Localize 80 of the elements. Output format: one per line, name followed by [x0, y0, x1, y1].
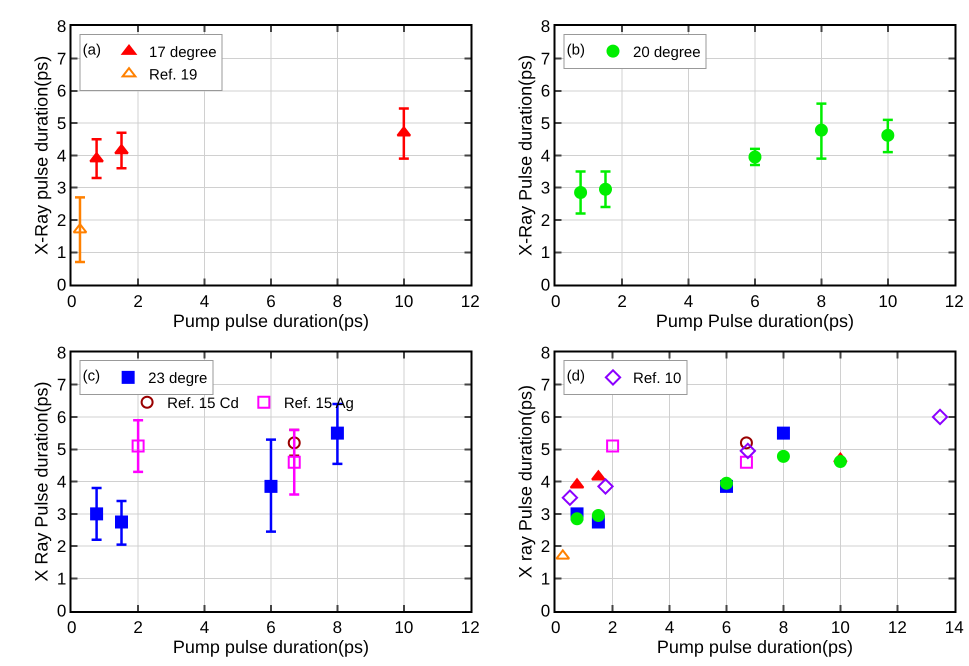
x-tick-label: 12 [460, 618, 480, 638]
x-tick-label: 14 [944, 618, 964, 638]
x-tick-label: 6 [750, 292, 760, 311]
x-tick-label: 2 [608, 618, 618, 638]
y-tick-label: 0 [540, 276, 550, 294]
y-tick-label: 2 [540, 210, 550, 230]
y-tick-label: 1 [56, 243, 66, 262]
legend-label: 23 degre [148, 370, 208, 388]
x-tick-label: 6 [722, 618, 732, 638]
y-tick-label: 4 [540, 472, 550, 492]
x-tick-label: 4 [200, 292, 210, 311]
x-tick-label: 4 [200, 618, 210, 638]
y-tick-label: 0 [56, 276, 66, 294]
y-tick-label: 3 [56, 178, 66, 198]
x-tick-label: 8 [816, 292, 826, 311]
x-axis-title: Pump Pulse duration(ps) [656, 310, 854, 331]
y-tick-label: 1 [540, 243, 550, 262]
y-tick-label: 8 [56, 343, 66, 362]
y-tick-label: 8 [56, 17, 66, 36]
y-tick-label: 3 [56, 504, 66, 524]
x-tick-label: 2 [617, 292, 627, 311]
legend-label: Ref. 15 Cd [167, 395, 239, 412]
x-axis-title: Pump pulse duration(ps) [172, 310, 370, 331]
y-tick-label: 7 [56, 49, 66, 68]
legend-title: (b) [566, 41, 585, 58]
x-axis-title: Pump pulse duration(ps) [656, 637, 854, 658]
x-tick-label: 2 [133, 618, 143, 638]
x-tick-label: 6 [266, 618, 276, 638]
x-tick-label: 4 [684, 292, 694, 311]
y-tick-label: 5 [56, 114, 66, 133]
y-tick-label: 8 [540, 17, 550, 36]
x-tick-label: 10 [394, 292, 414, 311]
y-tick-label: 2 [56, 537, 66, 556]
x-tick-label: 10 [394, 618, 414, 638]
y-tick-label: 4 [56, 472, 66, 492]
y-tick-label: 5 [540, 440, 550, 460]
x-tick-label: 2 [133, 292, 143, 311]
x-tick-label: 8 [332, 618, 342, 638]
y-tick-label: 3 [540, 504, 550, 524]
y-tick-label: 0 [56, 602, 66, 621]
x-tick-label: 6 [266, 292, 276, 311]
legend-label: 20 degree [632, 44, 701, 61]
y-tick-label: 6 [56, 408, 66, 427]
x-axis-title: Pump pulse duration(ps) [172, 637, 370, 658]
y-tick-label: 7 [540, 376, 550, 395]
x-tick-label: 10 [878, 292, 898, 311]
legend-label: Ref. 10 [632, 370, 682, 388]
x-tick-label: 12 [460, 292, 480, 311]
x-tick-label: 8 [778, 618, 788, 638]
x-tick-label: 12 [888, 618, 907, 638]
legend-label: 17 degree [149, 44, 217, 61]
y-tick-label: 4 [56, 146, 66, 166]
legend-title: (d) [566, 368, 585, 385]
y-tick-label: 8 [540, 343, 550, 362]
legend-title: (c) [82, 368, 100, 385]
legend-title: (a) [82, 41, 101, 58]
legend-label: Ref. 19 [149, 66, 198, 84]
x-tick-label: 4 [664, 618, 674, 638]
y-tick-label: 4 [540, 146, 550, 166]
y-tick-label: 3 [540, 178, 550, 198]
x-tick-label: 8 [332, 292, 342, 311]
y-tick-label: 5 [540, 114, 550, 133]
y-tick-label: 5 [56, 440, 66, 460]
x-tick-label: 10 [830, 618, 850, 638]
y-axis-title: X-Ray Pulse duration(ps) [516, 54, 536, 256]
y-axis-title: X-Ray pulse duration(ps) [32, 56, 52, 255]
y-tick-label: 0 [540, 602, 550, 621]
y-tick-label: 6 [540, 82, 550, 101]
y-tick-label: 7 [540, 49, 550, 68]
y-tick-label: 1 [540, 569, 550, 588]
y-tick-label: 7 [56, 376, 66, 395]
y-tick-label: 2 [540, 537, 550, 556]
y-tick-label: 6 [540, 408, 550, 427]
y-tick-label: 2 [56, 210, 66, 230]
y-axis-title: X ray Pulse duration(ps) [516, 385, 536, 578]
y-axis-title: X Ray Pulse duration(ps) [32, 382, 52, 582]
legend-label: Ref. 15 Ag [284, 395, 354, 412]
x-tick-label: 12 [944, 292, 964, 311]
y-tick-label: 1 [56, 569, 66, 588]
y-tick-label: 6 [56, 82, 66, 101]
